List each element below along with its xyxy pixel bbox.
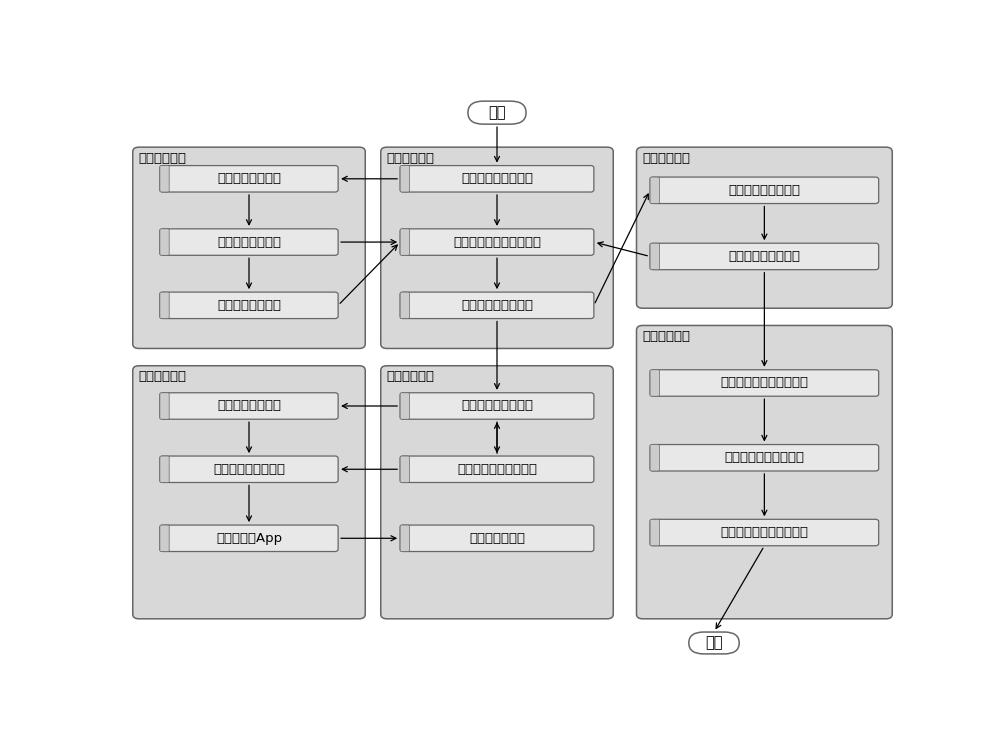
- FancyBboxPatch shape: [650, 177, 879, 203]
- FancyBboxPatch shape: [400, 456, 409, 483]
- FancyBboxPatch shape: [650, 177, 659, 203]
- FancyBboxPatch shape: [650, 244, 659, 270]
- FancyBboxPatch shape: [400, 229, 409, 255]
- FancyBboxPatch shape: [160, 456, 338, 483]
- FancyBboxPatch shape: [650, 244, 879, 270]
- FancyBboxPatch shape: [468, 101, 526, 124]
- Text: 给出班组长联系方式: 给出班组长联系方式: [461, 299, 533, 311]
- Text: 生成检查记录表: 生成检查记录表: [469, 532, 525, 545]
- FancyBboxPatch shape: [160, 456, 169, 483]
- Text: 拍照记录不合格项情况: 拍照记录不合格项情况: [457, 462, 537, 476]
- FancyBboxPatch shape: [160, 229, 169, 255]
- FancyBboxPatch shape: [160, 525, 169, 551]
- FancyBboxPatch shape: [400, 292, 594, 318]
- Text: 结束: 结束: [705, 636, 723, 651]
- FancyBboxPatch shape: [160, 229, 338, 255]
- FancyBboxPatch shape: [400, 393, 409, 419]
- Text: 记录检查用时和完整程度: 记录检查用时和完整程度: [720, 526, 808, 539]
- Text: 随机派单模块: 随机派单模块: [138, 152, 186, 165]
- FancyBboxPatch shape: [160, 292, 169, 318]
- Text: 拍照缓存模块: 拍照缓存模块: [138, 371, 186, 383]
- Text: 上传评分模块: 上传评分模块: [642, 330, 690, 343]
- FancyBboxPatch shape: [650, 370, 659, 396]
- Text: 缓存至本地App: 缓存至本地App: [216, 532, 282, 545]
- FancyBboxPatch shape: [160, 166, 338, 192]
- Text: 告知班组长检查结果: 告知班组长检查结果: [728, 184, 800, 196]
- FancyBboxPatch shape: [400, 166, 409, 192]
- Text: 安全检查员签到上班: 安全检查员签到上班: [461, 173, 533, 185]
- Text: 根据检查记录自动评分: 根据检查记录自动评分: [724, 451, 804, 465]
- Text: 调用本机相机拍照: 调用本机相机拍照: [217, 400, 281, 412]
- Text: 检查记录模块: 检查记录模块: [386, 371, 434, 383]
- FancyBboxPatch shape: [400, 229, 594, 255]
- FancyBboxPatch shape: [637, 147, 892, 309]
- FancyBboxPatch shape: [400, 525, 594, 551]
- FancyBboxPatch shape: [400, 393, 594, 419]
- FancyBboxPatch shape: [133, 366, 365, 619]
- Text: 签名确认模块: 签名确认模块: [642, 152, 690, 165]
- FancyBboxPatch shape: [650, 519, 879, 546]
- Text: 添加定位和时间水印: 添加定位和时间水印: [213, 462, 285, 476]
- FancyBboxPatch shape: [400, 292, 409, 318]
- FancyBboxPatch shape: [400, 166, 594, 192]
- FancyBboxPatch shape: [650, 444, 659, 471]
- FancyBboxPatch shape: [160, 292, 338, 318]
- Text: 填表记录检查项内容: 填表记录检查项内容: [461, 400, 533, 412]
- FancyBboxPatch shape: [160, 525, 338, 551]
- Text: 开始: 开始: [488, 105, 506, 120]
- FancyBboxPatch shape: [689, 632, 739, 654]
- Text: 给出任务目标城市: 给出任务目标城市: [217, 235, 281, 249]
- FancyBboxPatch shape: [400, 456, 594, 483]
- FancyBboxPatch shape: [133, 147, 365, 348]
- Text: 获取检查工作任务: 获取检查工作任务: [217, 173, 281, 185]
- FancyBboxPatch shape: [160, 393, 338, 419]
- Text: 上传检查记录文字和图片: 上传检查记录文字和图片: [720, 376, 808, 389]
- FancyBboxPatch shape: [650, 370, 879, 396]
- Text: 定位寻路模块: 定位寻路模块: [386, 152, 434, 165]
- FancyBboxPatch shape: [637, 326, 892, 619]
- Text: 给出目标施工现场: 给出目标施工现场: [217, 299, 281, 311]
- FancyBboxPatch shape: [160, 393, 169, 419]
- Text: 获取位置信息和地图指引: 获取位置信息和地图指引: [453, 235, 541, 249]
- FancyBboxPatch shape: [650, 519, 659, 546]
- FancyBboxPatch shape: [160, 166, 169, 192]
- FancyBboxPatch shape: [400, 525, 409, 551]
- FancyBboxPatch shape: [381, 366, 613, 619]
- FancyBboxPatch shape: [650, 444, 879, 471]
- FancyBboxPatch shape: [381, 147, 613, 348]
- Text: 班组长手写签名确认: 班组长手写签名确认: [728, 250, 800, 263]
